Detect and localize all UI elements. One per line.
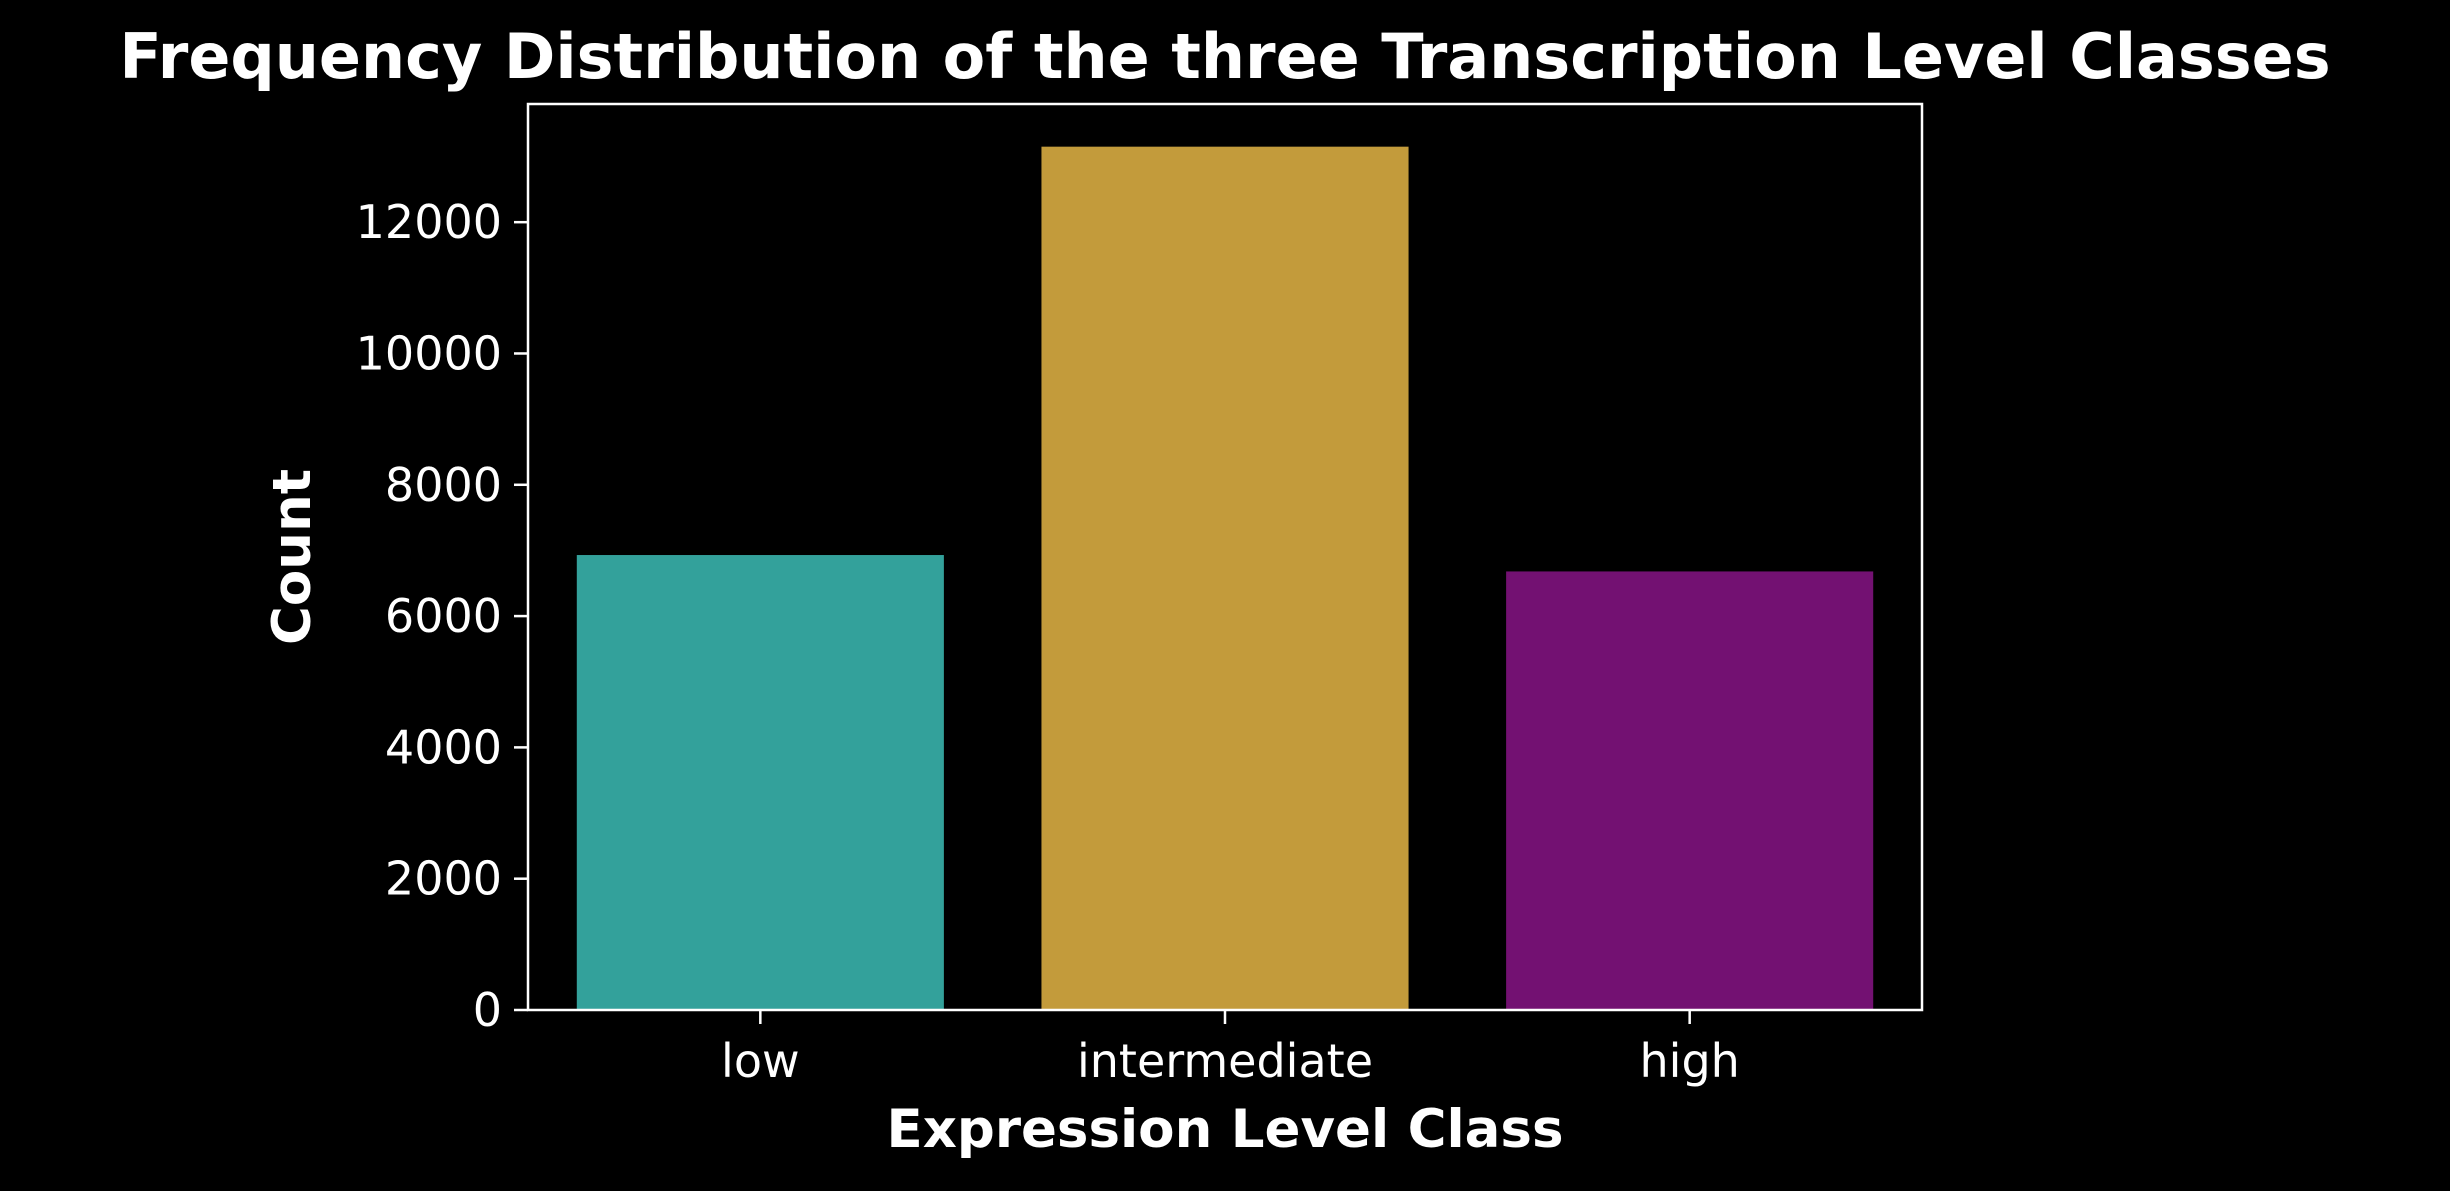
x-tick-label: low xyxy=(721,1034,800,1088)
y-tick-label: 4000 xyxy=(385,720,502,774)
bars-layer xyxy=(576,146,1874,1011)
x-axis-ticks: low intermediate high xyxy=(721,1010,1740,1088)
y-tick-label: 0 xyxy=(473,983,502,1037)
y-axis-label: Count xyxy=(262,469,323,645)
y-axis-ticks: 0 2000 4000 6000 8000 10000 12000 xyxy=(356,195,528,1037)
chart-title: Frequency Distribution of the three Tran… xyxy=(119,20,2330,93)
bar-intermediate xyxy=(1041,146,1409,1011)
x-tick-label: intermediate xyxy=(1077,1034,1373,1088)
x-tick-label: high xyxy=(1640,1034,1740,1088)
x-axis-label: Expression Level Class xyxy=(886,1099,1563,1160)
y-tick-label: 8000 xyxy=(385,458,502,512)
y-tick-label: 6000 xyxy=(385,589,502,643)
bar-low xyxy=(576,555,944,1010)
y-tick-label: 2000 xyxy=(385,852,502,906)
y-tick-label: 12000 xyxy=(356,195,502,249)
y-tick-label: 10000 xyxy=(356,326,502,380)
plot-frame xyxy=(526,102,1924,1012)
bar-high xyxy=(1506,571,1874,1010)
